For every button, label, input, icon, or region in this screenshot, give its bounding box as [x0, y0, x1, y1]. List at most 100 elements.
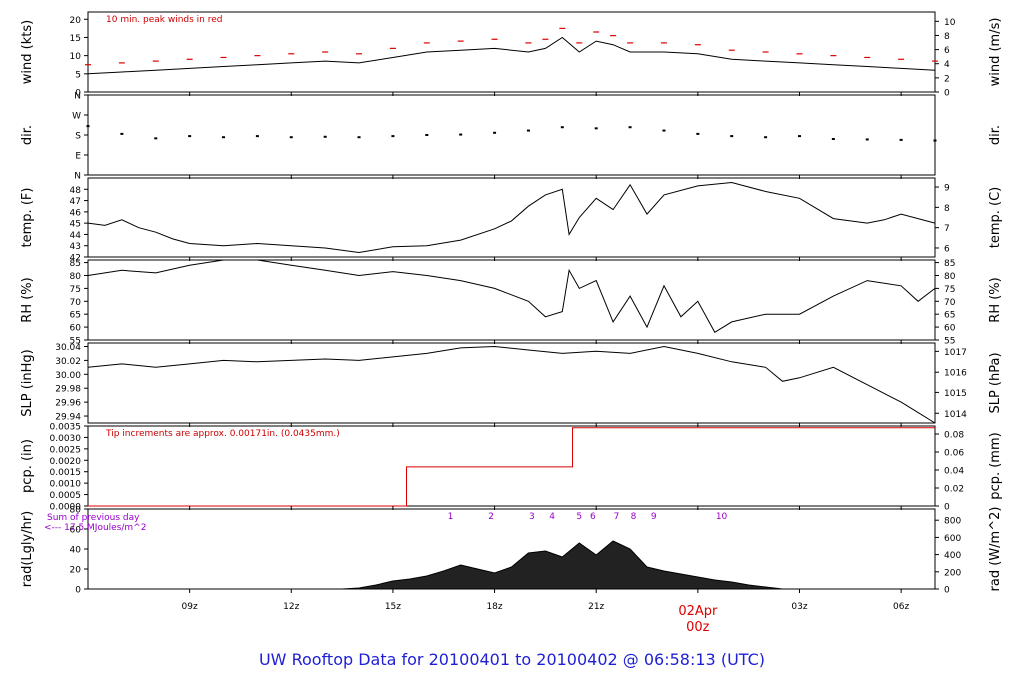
rad-tick-label-left: 0 [75, 586, 81, 596]
rh-ylabel: RH (%) [20, 277, 35, 322]
rh-tick-label-right: 80 [944, 272, 956, 282]
pcp-ylabel-right: pcp. (mm) [988, 432, 1003, 499]
x-date-label: 02Apr [678, 604, 718, 619]
solar-time-label: 7 [614, 512, 620, 522]
solar-time-label: 2 [488, 512, 494, 522]
x-tick-label: 06z [893, 602, 909, 612]
pcp-tick-label-left: 0.0030 [50, 434, 82, 444]
page-title: UW Rooftop Data for 20100401 to 20100402… [258, 650, 766, 669]
dir-point [86, 125, 90, 128]
rad-tick-label-left: 40 [70, 546, 82, 556]
solar-time-label: 6 [590, 512, 596, 522]
pcp-tick-label-left: 0.0020 [50, 457, 82, 467]
wind-tick-label-left: 20 [70, 16, 82, 26]
pcp-tick-label-right: 0.06 [944, 449, 964, 459]
dir-point [933, 139, 937, 142]
x-tick-label: 12z [283, 602, 299, 612]
slp-tick-label-right: 1016 [944, 369, 967, 379]
rh-tick-label-right: 70 [944, 298, 956, 308]
dir-point [560, 126, 564, 129]
temp-ylabel-right: temp. (C) [988, 187, 1003, 249]
rh-tick-label-left: 55 [70, 337, 81, 347]
dir-ylabel-right: dir. [988, 125, 1003, 145]
solar-time-label: 3 [529, 512, 535, 522]
pcp-tick-label-left: 0.0035 [50, 423, 82, 433]
rad-tick-label-right: 600 [944, 534, 961, 544]
pcp-tick-label-left: 0.0025 [50, 445, 82, 455]
slp-tick-label-right: 1015 [944, 389, 967, 399]
temp-frame [87, 177, 936, 258]
rh-tick-label-right: 65 [944, 311, 955, 321]
rh-tick-label-right: 55 [944, 337, 955, 347]
rh-frame [87, 259, 936, 341]
solar-time-label: 8 [631, 512, 637, 522]
slp-tick-label-left: 29.96 [55, 399, 81, 409]
wind-frame [87, 11, 936, 93]
temp-series-line [87, 181, 936, 254]
wind-tick-label-right: 8 [944, 32, 950, 42]
slp-tick-label-left: 30.04 [55, 343, 81, 353]
rh-tick-label-right: 85 [944, 259, 955, 269]
rad-annotation-sum: Sum of previous day [47, 513, 140, 523]
solar-time-label: 5 [576, 512, 582, 522]
solar-time-label: 4 [549, 512, 555, 522]
rh-tick-label-left: 70 [70, 298, 82, 308]
solar-time-label: 1 [448, 512, 454, 522]
rad-tick-label-right: 800 [944, 517, 961, 527]
slp-ylabel: SLP (inHg) [20, 349, 35, 417]
wind-tick-label-right: 0 [944, 89, 950, 99]
wind-tick-label-right: 10 [944, 18, 956, 28]
wind-tick-label-right: 6 [944, 46, 950, 56]
rad-tick-label-left: 20 [70, 566, 82, 576]
dir-point [188, 135, 192, 138]
solar-time-label: 10 [716, 512, 728, 522]
slp-tick-label-left: 30.02 [55, 357, 81, 367]
dir-point [797, 135, 801, 138]
wind-ylabel-right: wind (m/s) [988, 18, 1003, 87]
dir-frame [87, 94, 936, 176]
dir-point [662, 129, 666, 132]
pcp-ylabel: pcp. (in) [20, 439, 35, 493]
dir-point [154, 137, 158, 140]
wind-tick-label-right: 2 [944, 74, 950, 84]
rad-tick-label-right: 200 [944, 568, 961, 578]
rad-series-area [342, 540, 783, 590]
dir-point [493, 131, 497, 134]
x-tick-label: 18z [486, 602, 502, 612]
temp-tick-label-right: 7 [944, 224, 950, 234]
wind-tick-label-right: 4 [944, 60, 950, 70]
dir-point [425, 134, 429, 136]
slp-ylabel-right: SLP (hPa) [988, 352, 1003, 413]
wind-annotation: 10 min. peak winds in red [106, 15, 223, 25]
dir-point [222, 136, 226, 139]
slp-tick-label-left: 29.98 [55, 385, 81, 395]
temp-tick-label-right: 9 [944, 184, 950, 194]
dir-point [764, 136, 768, 139]
wind-ylabel: wind (kts) [20, 20, 35, 84]
temp-ylabel: temp. (F) [20, 188, 35, 248]
rad-tick-label-right: 0 [944, 586, 950, 596]
dir-point [696, 132, 700, 135]
rh-tick-label-left: 60 [70, 324, 82, 334]
wind-series-line [87, 36, 936, 75]
slp-series-line [87, 345, 936, 424]
dir-point [255, 135, 259, 138]
wind-tick-label-left: 5 [75, 70, 81, 80]
temp-tick-label-left: 46 [70, 208, 82, 218]
temp-tick-label-right: 6 [944, 244, 950, 254]
solar-time-label: 9 [651, 512, 657, 522]
x-tick-label: 03z [791, 602, 807, 612]
rad-tick-label-left: 80 [70, 506, 82, 516]
x-tick-label: 15z [385, 602, 401, 612]
dir-tick-label-left: E [75, 152, 81, 162]
dir-point [526, 129, 530, 132]
dir-point [289, 136, 293, 139]
pcp-series-line [88, 427, 935, 507]
temp-tick-label-left: 45 [70, 220, 81, 230]
dir-point [899, 138, 903, 141]
dir-point [628, 126, 632, 129]
rad-annotation-energy: <--- 17.5 MJoules/m^2 [44, 523, 146, 533]
temp-tick-label-left: 47 [70, 197, 81, 207]
dir-point [831, 138, 835, 140]
